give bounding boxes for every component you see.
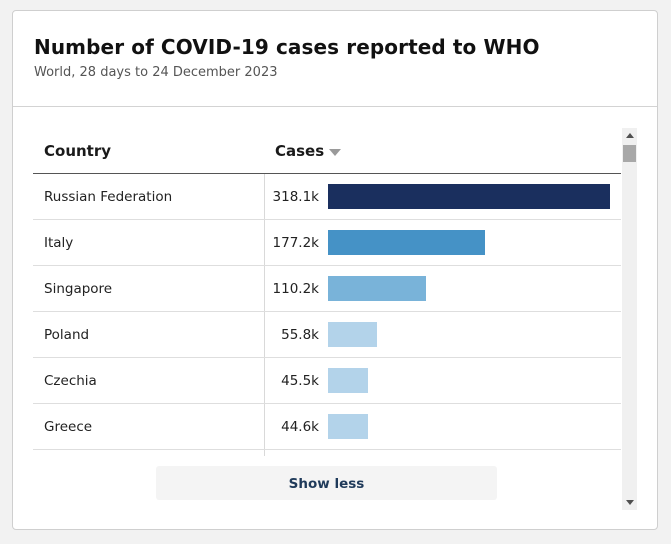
country-name: Italy (44, 235, 74, 251)
table-row: Czechia 45.5k (33, 358, 621, 404)
cases-bar (328, 184, 610, 209)
cases-value: 177.2k (272, 235, 319, 251)
table-header: Country Cases (33, 128, 621, 174)
cases-value: 44.6k (281, 419, 319, 435)
card-header: Number of COVID-19 cases reported to WHO… (13, 11, 657, 107)
column-header-cases[interactable]: Cases (275, 142, 325, 160)
scrollbar[interactable] (622, 128, 637, 510)
cases-value: 55.8k (281, 327, 319, 343)
chart-card: Number of COVID-19 cases reported to WHO… (12, 10, 658, 530)
table-row: Russian Federation 318.1k (33, 174, 621, 220)
country-name: Russian Federation (44, 189, 173, 205)
table-row: Greece 44.6k (33, 404, 621, 450)
country-name: Singapore (44, 281, 113, 297)
sort-descending-icon[interactable] (329, 149, 341, 156)
cases-value: 110.2k (272, 281, 319, 297)
scroll-up-arrow-icon[interactable] (626, 133, 634, 138)
page-title: Number of COVID-19 cases reported to WHO (34, 35, 540, 59)
scrollbar-thumb[interactable] (623, 145, 636, 162)
cases-value: 45.5k (281, 373, 319, 389)
table-row: Italy 177.2k (33, 220, 621, 266)
cases-table: Country Cases Russian Federation 318.1k It… (33, 128, 621, 512)
country-name: Czechia (44, 373, 97, 389)
table-row: Poland 55.8k (33, 312, 621, 358)
country-name: Greece (44, 419, 93, 435)
cases-bar (328, 368, 368, 393)
country-name: Poland (44, 327, 90, 343)
cases-bar (328, 230, 485, 255)
column-divider (264, 174, 265, 456)
cases-value: 318.1k (272, 189, 319, 205)
cases-bar (328, 414, 368, 439)
cases-bar (328, 322, 377, 347)
show-less-button[interactable]: Show less (156, 466, 497, 500)
cases-bar (328, 276, 426, 301)
table-row: Singapore 110.2k (33, 266, 621, 312)
scroll-down-arrow-icon[interactable] (626, 500, 634, 505)
page-subtitle: World, 28 days to 24 December 2023 (34, 65, 278, 80)
column-header-country: Country (44, 142, 112, 160)
